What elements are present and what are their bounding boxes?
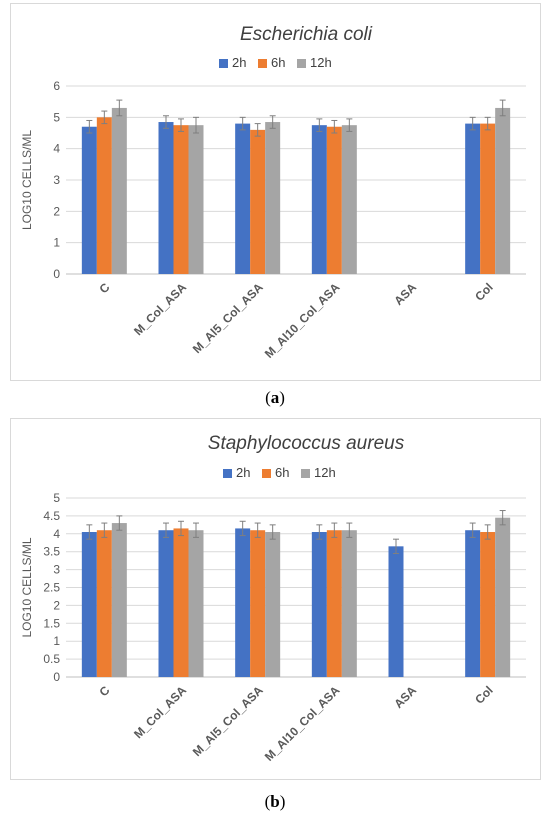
y-tick-label: 4.5 (43, 509, 60, 523)
bar-col-12h (495, 107, 511, 274)
chart-escherichia-coli: Escherichia coli 2h 6h 12h 0 1 2 3 4 5 6 LOG10 CELL… (20, 24, 526, 361)
chart-panel-staphylococcus-aureus: Staphylococcus aureus 2h 6h 12h 0 0.5 1 1.5 2 2.5… (10, 418, 541, 780)
bar-m-al10-col-asa-6h (326, 530, 342, 677)
y-tick-label: 2.5 (43, 581, 60, 595)
legend-swatch-6h (262, 469, 271, 478)
caption-a-open: ( (265, 388, 271, 407)
y-tick-label: 6 (53, 79, 60, 93)
legend-swatch-2h (223, 469, 232, 478)
bar-m-al5-col-asa-2h (235, 528, 251, 677)
legend-swatch-12h (297, 59, 306, 68)
bar-m-al10-col-asa-2h (311, 532, 327, 677)
y-tick-label: 1 (53, 236, 60, 250)
bar-m-al10-col-asa-6h (326, 126, 342, 274)
caption-b-close: ) (279, 792, 286, 811)
y-axis-label: LOG10 CELLS/ML (20, 537, 34, 637)
y-tick-label: 3 (53, 173, 60, 187)
legend-label-6h: 6h (271, 55, 285, 70)
x-tick-label-asa: ASA (391, 280, 419, 308)
bar-col-2h (465, 123, 481, 274)
x-tick-label-col: Col (472, 683, 496, 707)
caption-b: (b) (0, 792, 550, 812)
x-tick-label-asa: ASA (391, 683, 419, 711)
legend-swatch-2h (219, 59, 228, 68)
y-tick-label: 2 (53, 204, 60, 218)
chart-title: Escherichia coli (240, 24, 373, 45)
bar-asa-2h (388, 546, 404, 677)
chart-panel-escherichia-coli: Escherichia coli 2h 6h 12h 0 1 2 3 4 5 6 LOG10 CELL… (10, 3, 541, 381)
x-tick-label-c: C (96, 280, 112, 296)
bar-m-col-asa-2h (158, 122, 174, 275)
bar-m-al10-col-asa-12h (341, 125, 357, 275)
bar-m-al5-col-asa-12h (265, 532, 281, 677)
caption-a-close: ) (279, 388, 285, 407)
x-tick-label-m-col-asa: M_Col_ASA (131, 683, 189, 741)
bar-col-12h (495, 517, 511, 677)
y-tick-label: 1.5 (43, 616, 60, 630)
bar-c-2h (81, 126, 97, 274)
bar-m-al10-col-asa-2h (311, 125, 327, 275)
y-tick-label: 1 (53, 634, 60, 648)
bar-m-al5-col-asa-2h (235, 123, 251, 274)
bar-col-6h (480, 123, 496, 274)
bar-c-12h (111, 523, 127, 677)
bar-c-2h (81, 532, 97, 677)
chart-title: Staphylococcus aureus (208, 433, 405, 454)
x-tick-label-m-al5-col-asa: M_Al5_Col_ASA (190, 683, 266, 759)
y-tick-label: 0.5 (43, 652, 60, 666)
y-axis-label: LOG10 CELLS/ML (20, 130, 34, 230)
bar-m-col-asa-12h (188, 530, 204, 677)
bar-c-6h (96, 530, 112, 677)
y-tick-label: 0 (53, 267, 60, 281)
y-tick-label: 2 (53, 598, 60, 612)
bar-m-col-asa-6h (173, 528, 189, 677)
bar-m-al5-col-asa-12h (265, 122, 281, 275)
bar-col-6h (480, 532, 496, 677)
x-tick-label-col: Col (472, 280, 496, 304)
y-tick-label: 5 (53, 110, 60, 124)
caption-b-letter: b (270, 792, 280, 811)
y-tick-label: 4 (53, 142, 60, 156)
bar-col-2h (465, 530, 481, 677)
y-tick-label: 0 (53, 670, 60, 684)
bar-m-col-asa-2h (158, 530, 174, 677)
bar-c-12h (111, 107, 127, 274)
legend-swatch-12h (301, 469, 310, 478)
chart-staphylococcus-aureus: Staphylococcus aureus 2h 6h 12h 0 0.5 1 1.5 2 2.5… (20, 433, 526, 764)
legend-label-6h: 6h (275, 465, 289, 480)
x-tick-label-m-col-asa: M_Col_ASA (131, 280, 189, 338)
caption-b-open: ( (264, 792, 271, 811)
legend-label-2h: 2h (236, 465, 250, 480)
x-tick-label-m-al10-col-asa: M_Al10_Col_ASA (262, 683, 343, 764)
legend-label-2h: 2h (232, 55, 246, 70)
caption-a: (a) (0, 388, 550, 408)
bar-m-al5-col-asa-6h (250, 530, 266, 677)
x-tick-label-c: C (96, 683, 112, 699)
y-tick-label: 4 (53, 527, 60, 541)
legend-label-12h: 12h (314, 465, 336, 480)
x-tick-label-m-al10-col-asa: M_Al10_Col_ASA (262, 280, 343, 361)
bar-m-col-asa-6h (173, 125, 189, 275)
x-tick-label-m-al5-col-asa: M_Al5_Col_ASA (190, 280, 266, 356)
caption-a-letter: a (270, 388, 280, 407)
bar-c-6h (96, 117, 112, 274)
bar-m-col-asa-12h (188, 125, 204, 275)
legend-label-12h: 12h (310, 55, 332, 70)
bar-m-al10-col-asa-12h (341, 530, 357, 677)
y-tick-label: 3.5 (43, 545, 60, 559)
bar-m-al5-col-asa-6h (250, 129, 266, 274)
y-tick-label: 3 (53, 563, 60, 577)
y-tick-label: 5 (53, 491, 60, 505)
legend-swatch-6h (258, 59, 267, 68)
